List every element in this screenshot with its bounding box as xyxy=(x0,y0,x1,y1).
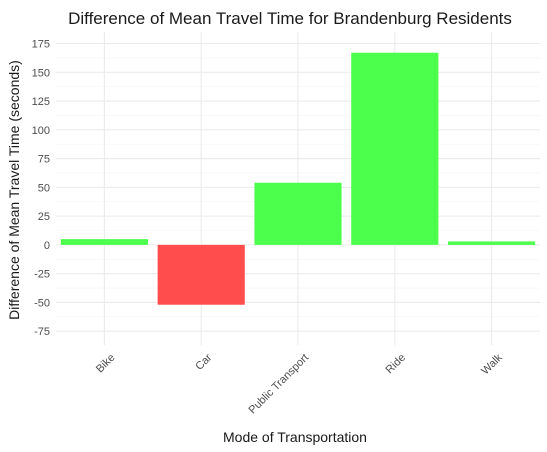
y-tick-label: 75 xyxy=(38,154,50,166)
y-tick-label: 100 xyxy=(32,125,50,137)
y-tick-label: 125 xyxy=(32,96,50,108)
x-tick-label: Public Transport xyxy=(247,352,312,417)
chart-title: Difference of Mean Travel Time for Brand… xyxy=(68,9,512,28)
x-axis-title: Mode of Transportation xyxy=(223,429,367,445)
x-tick-label: Car xyxy=(193,351,214,372)
x-tick-label: Walk xyxy=(479,351,505,377)
x-tick-label: Ride xyxy=(384,352,408,376)
y-tick-label: -50 xyxy=(34,297,50,309)
bar-ride xyxy=(351,52,439,245)
y-tick-label: 25 xyxy=(38,211,50,223)
y-tick-label: 150 xyxy=(32,67,50,79)
y-tick-label: -75 xyxy=(34,326,50,338)
y-tick-label: 175 xyxy=(32,39,50,51)
x-axis-tick-labels: Bike Car Public Transport Ride Walk xyxy=(94,351,505,416)
bar-car xyxy=(157,244,245,305)
x-tick-label: Bike xyxy=(94,352,118,376)
y-axis-title: Difference of Mean Travel Time (seconds) xyxy=(6,60,22,320)
bars xyxy=(60,52,536,305)
y-axis-tick-labels: -75 -50 -25 0 25 50 75 100 125 150 175 xyxy=(32,39,50,339)
bar-public-transport xyxy=(254,182,342,245)
bar-walk xyxy=(448,241,536,245)
y-tick-label: -25 xyxy=(34,269,50,281)
bar-bike xyxy=(60,239,148,245)
y-tick-label: 50 xyxy=(38,182,50,194)
y-tick-label: 0 xyxy=(44,240,50,252)
